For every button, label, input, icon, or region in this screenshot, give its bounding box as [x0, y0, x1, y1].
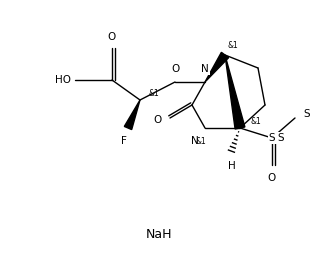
- Text: S: S: [277, 133, 284, 143]
- Text: N: N: [191, 136, 199, 146]
- Text: N: N: [201, 64, 209, 74]
- Text: H: H: [228, 161, 236, 171]
- Text: O: O: [154, 115, 162, 125]
- Text: &1: &1: [251, 118, 261, 126]
- Text: &1: &1: [149, 89, 159, 99]
- Polygon shape: [225, 55, 245, 129]
- Text: O: O: [268, 173, 276, 183]
- Text: F: F: [121, 136, 127, 146]
- Text: S: S: [269, 133, 275, 143]
- Polygon shape: [124, 100, 140, 129]
- Text: NaH: NaH: [146, 229, 172, 242]
- Text: S: S: [303, 109, 310, 119]
- Polygon shape: [205, 52, 229, 82]
- Text: O: O: [108, 32, 116, 42]
- Text: O: O: [171, 64, 179, 74]
- Text: &1: &1: [228, 41, 238, 49]
- Text: HO: HO: [55, 75, 71, 85]
- Text: &1: &1: [196, 137, 206, 147]
